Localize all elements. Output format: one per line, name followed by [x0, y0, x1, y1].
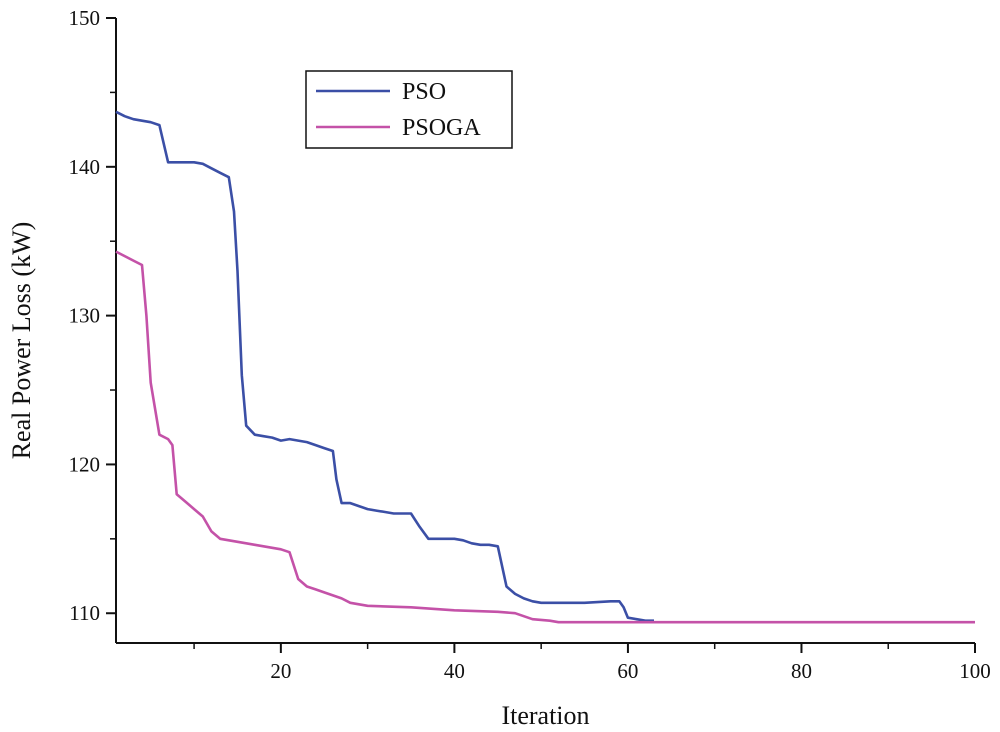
ticks: 20 40 60 80 100 110 120 130 140 150	[69, 6, 991, 683]
x-tick-label-80: 80	[791, 659, 812, 683]
axes	[115, 18, 975, 644]
x-tick-label-60: 60	[617, 659, 638, 683]
legend-box	[305, 70, 513, 149]
y-tick-label-140: 140	[69, 155, 101, 179]
y-axis-title: Real Power Loss (kW)	[7, 222, 36, 460]
legend-label-psoga: PSOGA	[402, 115, 481, 141]
x-axis-title: Iteration	[501, 701, 589, 730]
series-line-psoga	[115, 250, 975, 624]
y-tick-label-110: 110	[69, 601, 100, 625]
series-lines	[115, 110, 975, 624]
legend: PSO PSOGA	[305, 70, 513, 149]
legend-label-pso: PSO	[402, 79, 446, 105]
x-tick-label-100: 100	[959, 659, 991, 683]
y-tick-label-130: 130	[69, 304, 101, 328]
y-tick-label-150: 150	[69, 6, 101, 30]
series-line-pso	[115, 110, 654, 622]
x-tick-label-20: 20	[270, 659, 291, 683]
y-tick-label-120: 120	[69, 452, 101, 476]
x-tick-label-40: 40	[444, 659, 465, 683]
